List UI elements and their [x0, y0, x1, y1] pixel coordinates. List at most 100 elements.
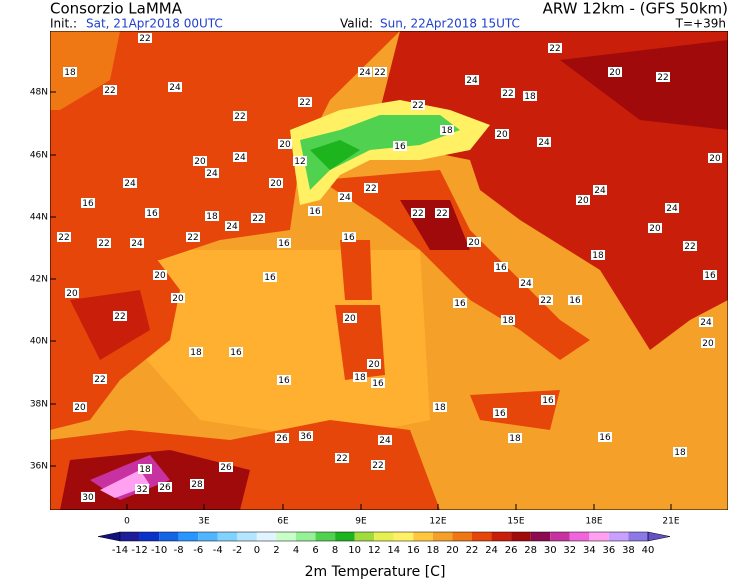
- station-box: [548, 43, 562, 53]
- station-value: 24: [538, 138, 550, 148]
- station: 16: [277, 375, 291, 386]
- station-box: [153, 270, 167, 280]
- station: 24: [168, 82, 182, 93]
- colorbar-swatch: [315, 532, 336, 541]
- station-box: [683, 241, 697, 251]
- station-value: 16: [82, 199, 94, 209]
- station-box: [269, 178, 283, 188]
- station-value: 22: [412, 101, 423, 111]
- station: 24: [378, 435, 392, 446]
- lat-label: 42N: [30, 275, 48, 285]
- station-value: 22: [684, 242, 695, 252]
- station: 18: [508, 433, 522, 444]
- colorbar-swatch: [120, 532, 140, 541]
- station-value: 24: [379, 436, 391, 446]
- station: 24: [130, 238, 144, 249]
- station: 18: [440, 125, 454, 136]
- station: 32: [135, 484, 149, 495]
- colorbar-end: [647, 531, 671, 542]
- station: 22: [93, 374, 107, 385]
- station: 20: [495, 129, 509, 140]
- station-box: [233, 111, 247, 121]
- station: 22: [539, 295, 553, 306]
- station-box: [335, 453, 349, 463]
- station: 20: [153, 270, 167, 281]
- station-value: 16: [278, 376, 290, 386]
- station-value: 22: [549, 44, 560, 54]
- station-box: [699, 317, 713, 327]
- station: 20: [708, 153, 722, 164]
- station-value: 24: [359, 68, 371, 78]
- station-box: [494, 262, 508, 272]
- station: 16: [263, 272, 277, 283]
- colorbar-label: -12: [131, 545, 147, 556]
- station-value: 22: [98, 239, 109, 249]
- station: 20: [193, 156, 207, 167]
- station-value: 24: [226, 222, 238, 232]
- station: 16: [229, 347, 243, 358]
- station: 16: [703, 270, 717, 281]
- station-box: [539, 295, 553, 305]
- station-box: [205, 211, 219, 221]
- colorbar-swatch: [217, 532, 238, 541]
- station: 16: [494, 262, 508, 273]
- station: 18: [353, 372, 367, 383]
- colorbar-swatch: [393, 532, 414, 541]
- station-box: [135, 484, 149, 494]
- colorbar-label: -2: [232, 545, 242, 556]
- station-value: 20: [577, 196, 589, 206]
- station-value: 20: [368, 360, 380, 370]
- station-box: [138, 33, 152, 43]
- station: 20: [648, 223, 662, 234]
- station-value: 20: [709, 154, 721, 164]
- station: 24: [665, 203, 679, 214]
- station-value: 24: [594, 186, 606, 196]
- station-box: [465, 75, 479, 85]
- station: 18: [673, 447, 687, 458]
- station: 22: [411, 100, 425, 111]
- colorbar-swatch: [178, 532, 199, 541]
- colorbar-swatch: [589, 532, 609, 541]
- station-box: [371, 460, 385, 470]
- station-box: [293, 156, 307, 166]
- colorbar-swatch: [491, 532, 512, 541]
- station-box: [373, 67, 387, 77]
- station: 20: [278, 139, 292, 150]
- lon-label: 15E: [507, 517, 524, 527]
- land: [70, 290, 150, 360]
- station: 22: [411, 208, 425, 219]
- station-value: 22: [58, 233, 69, 243]
- station: 30: [81, 492, 95, 503]
- station: 24: [123, 178, 137, 189]
- station-box: [358, 67, 372, 77]
- station-box: [338, 192, 352, 202]
- station-value: 24: [131, 239, 143, 249]
- station-box: [467, 237, 481, 247]
- colorbar-swatch: [354, 532, 375, 541]
- lon-label: 9E: [355, 517, 367, 527]
- station-value: 26: [276, 434, 288, 444]
- station: 20: [367, 359, 381, 370]
- land: [50, 31, 400, 270]
- station-box: [495, 129, 509, 139]
- station-value: 22: [502, 89, 513, 99]
- colorbar-swatch: [452, 532, 472, 541]
- station-box: [57, 232, 71, 242]
- station-value: 18: [524, 92, 536, 102]
- italy: [320, 170, 590, 360]
- station-value: 16: [372, 379, 384, 389]
- colorbar-swatch: [413, 532, 433, 541]
- colorbar-swatch: [374, 532, 394, 541]
- station-box: [278, 139, 292, 149]
- station-value: 26: [220, 463, 232, 473]
- colorbar-label: 0: [254, 545, 260, 556]
- station-box: [608, 67, 622, 77]
- station-value: 22: [657, 73, 668, 83]
- lon-label: 18E: [585, 517, 602, 527]
- station-value: 22: [365, 184, 376, 194]
- station-box: [353, 372, 367, 382]
- colorbar-label: 40: [642, 545, 655, 556]
- station: 22: [251, 213, 265, 224]
- station: 18: [189, 347, 203, 358]
